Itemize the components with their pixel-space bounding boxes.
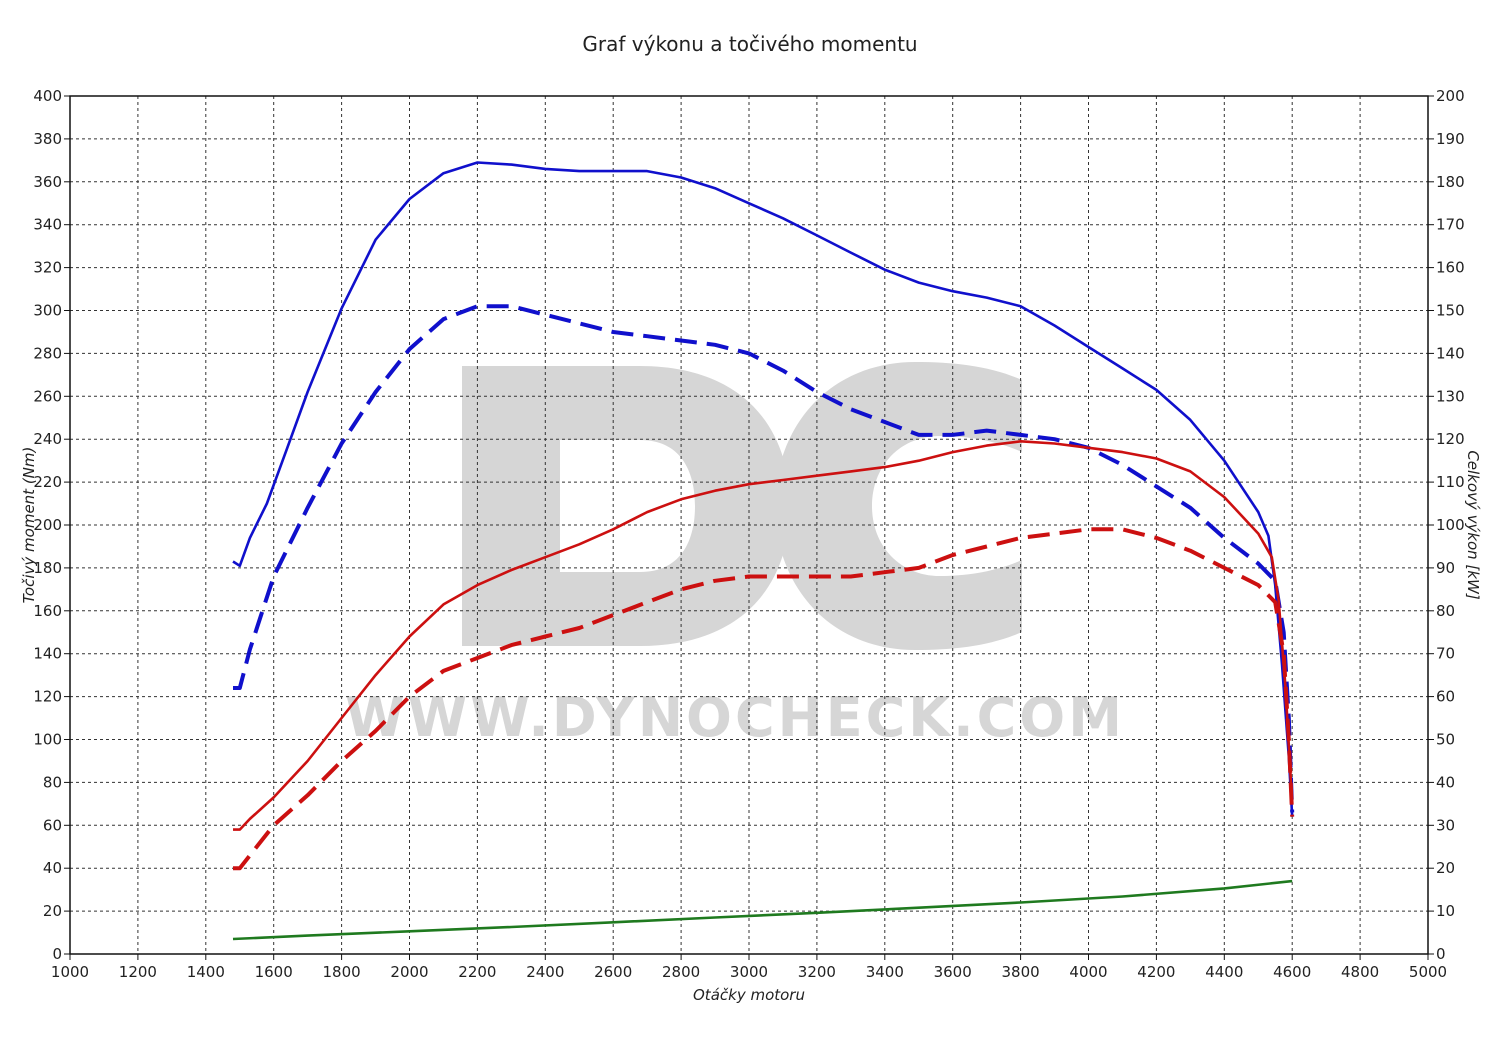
x-tick-label: 3800 <box>1002 963 1040 981</box>
y-right-tick-label: 70 <box>1436 645 1455 663</box>
y-left-tick-label: 60 <box>43 816 62 834</box>
y-right-tick-label: 10 <box>1436 902 1455 920</box>
y-left-tick-label: 240 <box>33 430 62 448</box>
x-axis-ticks: 1000 1200 1400 1600 1800 2000 2200 2400 2600 2800… <box>51 954 1447 981</box>
x-tick-label: 4800 <box>1341 963 1379 981</box>
y-right-tick-label: 80 <box>1436 602 1455 620</box>
series-line-0 <box>232 161 1294 817</box>
y-right-tick-label: 140 <box>1436 344 1465 362</box>
y-right-tick-label: 180 <box>1436 173 1465 191</box>
y-left-axis-ticks: 0 20 40 60 80 100 120 140 160 180 200 220 240 260 280 3… <box>33 87 70 963</box>
x-tick-label: 5000 <box>1409 963 1447 981</box>
series-group <box>232 161 1295 941</box>
x-tick-label: 3600 <box>934 963 972 981</box>
x-tick-label: 3400 <box>866 963 904 981</box>
y-left-tick-label: 260 <box>33 387 62 405</box>
watermark-logo: WWW.DYNOCHECK.COM <box>345 362 1122 749</box>
y-left-tick-label: 100 <box>33 731 62 749</box>
y-left-tick-label: 400 <box>33 87 62 105</box>
y-left-tick-label: 320 <box>33 259 62 277</box>
y-right-tick-label: 90 <box>1436 559 1455 577</box>
x-tick-label: 1600 <box>255 963 293 981</box>
y-left-tick-label: 140 <box>33 645 62 663</box>
x-tick-label: 1400 <box>187 963 225 981</box>
y-right-tick-label: 40 <box>1436 773 1455 791</box>
y-right-tick-label: 150 <box>1436 302 1465 320</box>
y-left-tick-label: 340 <box>33 216 62 234</box>
x-tick-label: 4400 <box>1205 963 1243 981</box>
series-line-4 <box>232 879 1293 941</box>
series-line-1 <box>233 304 1295 813</box>
x-tick-label: 3000 <box>730 963 768 981</box>
series-line-2 <box>233 440 1294 831</box>
y-right-tick-label: 30 <box>1436 816 1455 834</box>
y-right-tick-label: 170 <box>1436 216 1465 234</box>
y-left-tick-label: 40 <box>43 859 62 877</box>
x-tick-label: 2000 <box>390 963 428 981</box>
grid <box>70 96 1428 954</box>
x-tick-label: 3200 <box>798 963 836 981</box>
y-right-tick-label: 20 <box>1436 859 1455 877</box>
y-left-tick-label: 300 <box>33 302 62 320</box>
y-right-tick-label: 0 <box>1436 945 1446 963</box>
y-left-tick-label: 80 <box>43 773 62 791</box>
y-left-tick-label: 220 <box>33 473 62 491</box>
y-right-tick-label: 130 <box>1436 387 1465 405</box>
x-tick-label: 1800 <box>323 963 361 981</box>
y-right-tick-label: 50 <box>1436 731 1455 749</box>
watermark-letter-d <box>462 366 790 646</box>
y-right-tick-label: 110 <box>1436 473 1465 491</box>
y-left-tick-label: 20 <box>43 902 62 920</box>
y-left-tick-label: 380 <box>33 130 62 148</box>
x-tick-label: 2400 <box>526 963 564 981</box>
x-tick-label: 4200 <box>1137 963 1175 981</box>
y-right-tick-label: 120 <box>1436 430 1465 448</box>
y-right-tick-label: 160 <box>1436 259 1465 277</box>
y-right-tick-label: 100 <box>1436 516 1465 534</box>
y-left-tick-label: 160 <box>33 602 62 620</box>
y-left-tick-label: 120 <box>33 688 62 706</box>
chart-title: Graf výkonu a točivého momentu <box>582 32 918 56</box>
y-right-tick-label: 60 <box>1436 688 1455 706</box>
y-right-tick-label: 200 <box>1436 87 1465 105</box>
x-tick-label: 1200 <box>119 963 157 981</box>
x-tick-label: 2600 <box>594 963 632 981</box>
x-tick-label: 1000 <box>51 963 89 981</box>
y-left-tick-label: 180 <box>33 559 62 577</box>
y-right-axis-ticks: 0 10 20 30 40 50 60 70 80 90 100 110 120 130 140 150 160… <box>1428 87 1465 963</box>
y-right-tick-label: 190 <box>1436 130 1465 148</box>
series-line-3 <box>233 527 1295 871</box>
x-tick-label: 2200 <box>458 963 496 981</box>
y-left-tick-label: 200 <box>33 516 62 534</box>
y-left-tick-label: 280 <box>33 344 62 362</box>
y-left-tick-label: 360 <box>33 173 62 191</box>
x-tick-label: 4600 <box>1273 963 1311 981</box>
x-tick-label: 4000 <box>1069 963 1107 981</box>
x-tick-label: 2800 <box>662 963 700 981</box>
y-left-tick-label: 0 <box>52 945 62 963</box>
x-axis-title: Otáčky motoru <box>693 986 805 1004</box>
y-left-axis-title: Točivý moment (Nm) <box>20 447 38 604</box>
watermark-letter-c <box>775 362 1022 650</box>
y-right-axis-title: Celkový výkon [kW] <box>1464 450 1482 600</box>
